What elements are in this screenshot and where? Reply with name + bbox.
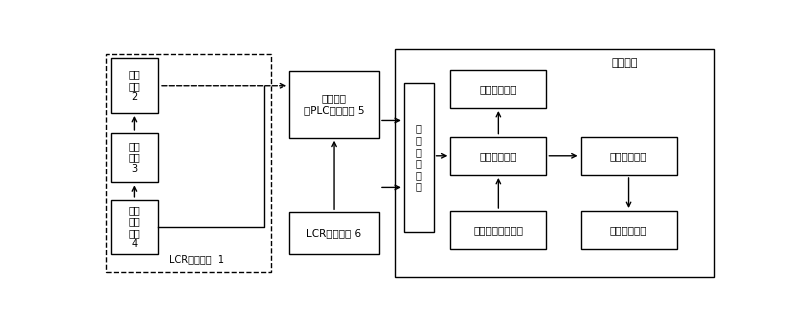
Text: 历史数据读入模块: 历史数据读入模块 bbox=[474, 225, 523, 235]
Bar bbox=[450, 137, 546, 175]
Bar bbox=[450, 70, 546, 108]
Bar bbox=[111, 200, 158, 254]
Bar bbox=[289, 212, 379, 254]
Bar bbox=[394, 49, 714, 277]
Bar bbox=[581, 137, 677, 175]
Bar bbox=[581, 211, 677, 250]
Bar bbox=[106, 53, 270, 272]
Bar bbox=[111, 59, 158, 113]
Bar bbox=[450, 211, 546, 250]
Text: 控制单元
（PLC控制器） 5: 控制单元 （PLC控制器） 5 bbox=[304, 94, 364, 115]
Text: 评估报告模块: 评估报告模块 bbox=[610, 225, 647, 235]
Text: 测试
夹具
3: 测试 夹具 3 bbox=[129, 141, 140, 174]
Bar bbox=[404, 83, 434, 232]
Text: 测试
单元
2: 测试 单元 2 bbox=[129, 69, 140, 102]
Bar bbox=[111, 133, 158, 183]
Text: 处理单元: 处理单元 bbox=[611, 58, 638, 69]
Text: LCR测试仪器 6: LCR测试仪器 6 bbox=[306, 228, 362, 238]
Text: LCR分选设备  1: LCR分选设备 1 bbox=[169, 254, 224, 264]
Text: 机械
传动
机构
4: 机械 传动 机构 4 bbox=[129, 205, 140, 250]
Text: 数据显示模块: 数据显示模块 bbox=[479, 151, 517, 161]
Text: 数据保存模块: 数据保存模块 bbox=[479, 84, 517, 94]
Text: 数
据
采
集
模
块: 数 据 采 集 模 块 bbox=[416, 124, 422, 192]
Text: 数据评估模块: 数据评估模块 bbox=[610, 151, 647, 161]
Bar bbox=[289, 71, 379, 138]
